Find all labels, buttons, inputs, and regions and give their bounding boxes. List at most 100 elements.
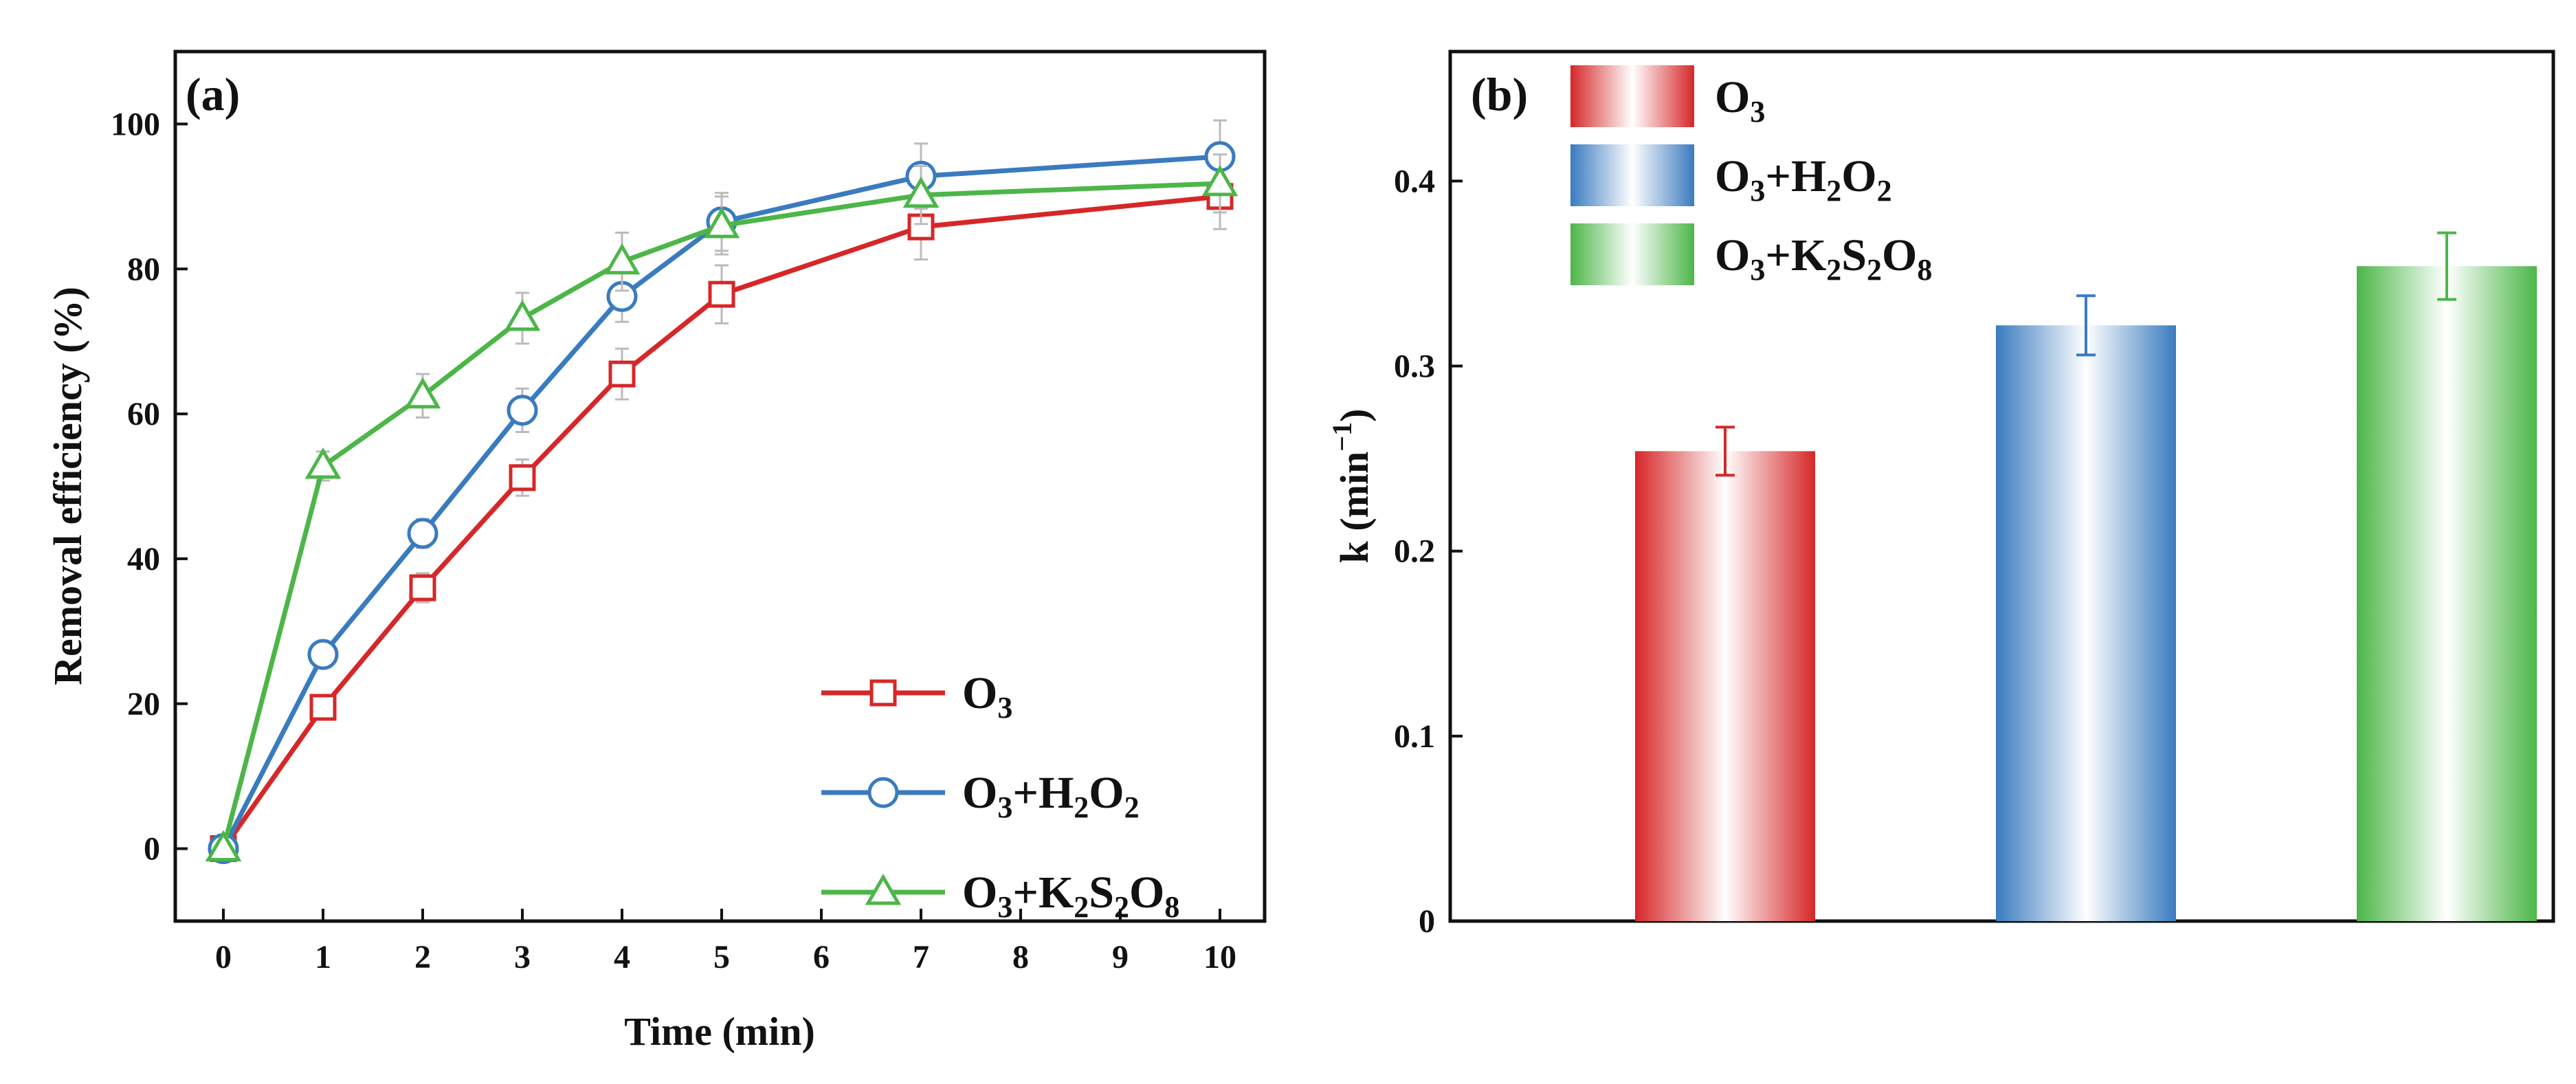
formula-part: 2 (1114, 890, 1129, 924)
formula-part: O (1715, 230, 1750, 280)
formula-part: 8 (1164, 890, 1179, 924)
series-O3+K2S2O8 (205, 153, 1239, 862)
y-tick-label: 0 (1419, 903, 1435, 940)
x-tick-label: 9 (1112, 939, 1129, 975)
data-point (708, 280, 735, 308)
panel-a-plot-frame (173, 49, 1267, 923)
y-tick-label: 60 (127, 396, 160, 432)
legend-label: O3+H2O2 (962, 768, 1140, 824)
formula-part: 2 (1124, 790, 1140, 824)
y-tick-label: 80 (127, 251, 160, 287)
formula-part: +K (1012, 867, 1074, 918)
series-line (221, 194, 1221, 850)
formula-part: +K (1765, 230, 1826, 280)
x-tick-label: 8 (1012, 939, 1029, 975)
formula-part: O (1089, 768, 1124, 818)
formula-part: 3 (997, 790, 1012, 824)
legend-item-O3+H2O2: O3+H2O2 (1570, 144, 1892, 208)
data-point (404, 377, 441, 409)
legend-swatch (1570, 65, 1694, 127)
y-tick-label: 0.2 (1394, 533, 1435, 570)
formula-part: +H (1765, 151, 1826, 201)
bar-rect (2357, 266, 2537, 921)
legend-item-O3+K2S2O8: O3+K2S2O8 (821, 867, 1179, 924)
data-point (205, 830, 242, 862)
x-tick-label: 6 (813, 939, 830, 975)
panel-b-ylabel-exponent: −1 (1326, 422, 1357, 452)
data-point (608, 360, 636, 388)
data-point (603, 243, 641, 275)
y-tick-label: 0 (144, 831, 160, 867)
y-tick-label: 40 (127, 541, 160, 577)
formula-part: 2 (1074, 790, 1089, 824)
x-tick-label: 0 (215, 939, 232, 975)
formula-part: O (1882, 230, 1917, 280)
formula-part: 2 (1826, 174, 1841, 208)
data-point (304, 447, 342, 479)
formula-part: 3 (1750, 253, 1765, 287)
formula-part: 2 (1074, 890, 1089, 924)
y-tick-label: 100 (111, 106, 160, 142)
legend-swatch (1570, 144, 1694, 206)
legend-item-O3+K2S2O8: O3+K2S2O8 (1570, 223, 1932, 287)
data-point (307, 639, 339, 670)
panel-b-bar-chart: (b) 00.10.20.30.4 k (min−1) O3O3+H2O2O3+… (1326, 49, 2555, 940)
panel-b-ticks: 0 0.1 0.2 0.3 0.4 (1394, 163, 1463, 940)
panel-b-label: (b) (1471, 68, 1528, 120)
bar-O3+K2S2O8 (2357, 231, 2537, 921)
data-point (509, 464, 536, 491)
formula-part: 3 (1750, 95, 1765, 129)
formula-part: +H (1012, 768, 1074, 818)
legend-label: O3+K2S2O8 (962, 867, 1179, 924)
legend-item-O3: O3 (821, 668, 1012, 724)
legend-swatch (1570, 223, 1694, 285)
data-point (504, 299, 541, 331)
formula-part: S (1841, 230, 1867, 280)
formula-part: 3 (997, 691, 1012, 724)
legend-label: O3+H2O2 (1715, 151, 1892, 208)
panel-b-bars (1635, 231, 2537, 921)
panel-a-ylabel: Removal efficiency (%) (45, 287, 90, 685)
panel-a-label: (a) (186, 68, 240, 120)
formula-part: S (1089, 867, 1114, 918)
bar-O3 (1635, 425, 1815, 921)
y-tick-label: 0.3 (1394, 349, 1435, 385)
formula-part: O (1715, 72, 1750, 122)
legend-item-O3+H2O2: O3+H2O2 (821, 768, 1140, 824)
data-point (409, 574, 436, 601)
formula-part: O (962, 768, 997, 818)
series-O3 (210, 162, 1234, 863)
formula-part: O (962, 867, 997, 918)
x-tick-label: 4 (614, 939, 630, 975)
y-tick-label: 0.4 (1394, 163, 1435, 199)
formula-part: 2 (1877, 174, 1892, 208)
formula-part: 2 (1826, 253, 1841, 287)
legend-label: O3+K2S2O8 (1715, 230, 1932, 287)
panel-a-xlabel: Time (min) (624, 1009, 815, 1054)
legend-label: O3 (962, 668, 1012, 724)
legend-item-O3: O3 (1570, 65, 1765, 129)
data-point (507, 395, 538, 426)
data-point (309, 694, 337, 721)
y-tick-label: 0.1 (1394, 718, 1435, 755)
formula-part: 3 (997, 890, 1012, 924)
series-line (221, 181, 1221, 850)
formula-part: O (1129, 867, 1164, 918)
formula-part: 3 (1750, 174, 1765, 208)
x-tick-label: 7 (913, 939, 929, 975)
panel-a-series (205, 119, 1239, 865)
panel-b-ylabel: k (min−1) (1326, 409, 1377, 564)
data-point (867, 777, 899, 808)
bar-O3+H2O2 (1996, 294, 2176, 921)
formula-part: O (1715, 151, 1750, 201)
data-point (703, 207, 740, 239)
data-point (869, 679, 897, 707)
y-tick-label: 20 (127, 686, 160, 722)
legend-label: O3 (1715, 72, 1765, 129)
x-tick-label: 3 (514, 939, 531, 975)
